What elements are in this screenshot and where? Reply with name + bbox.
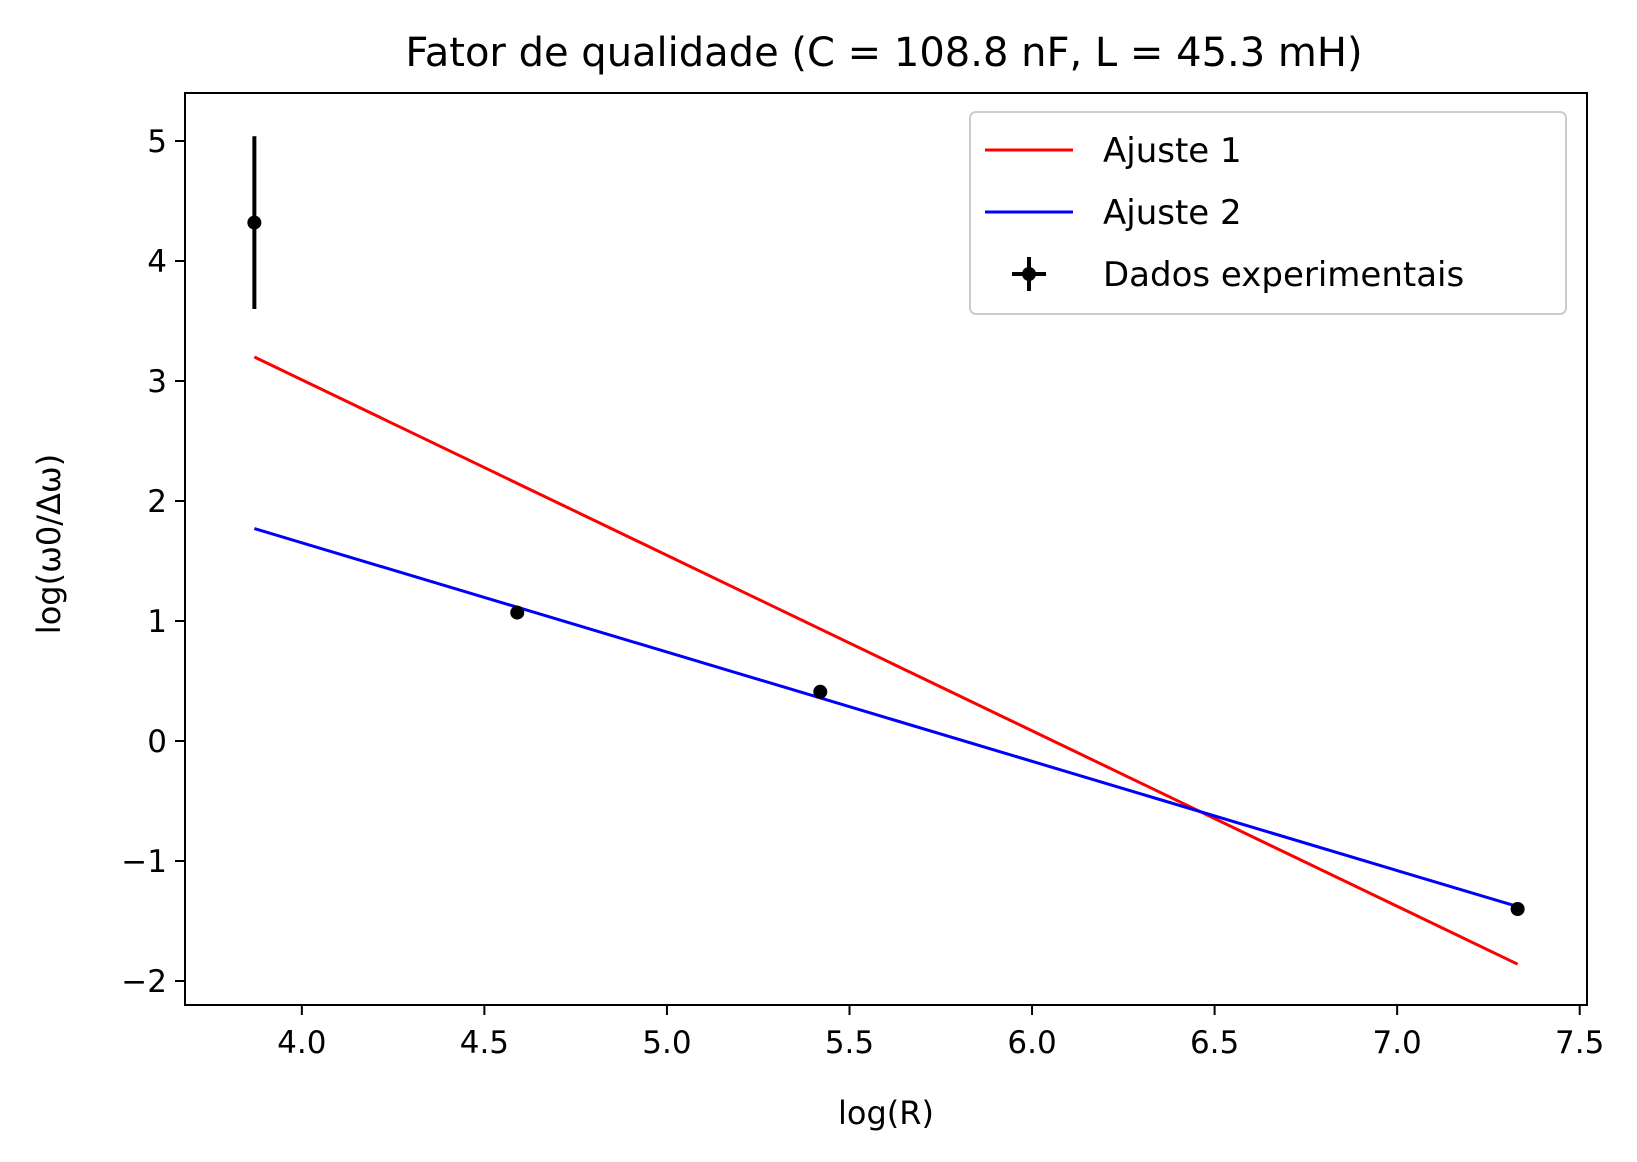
chart-title: Fator de qualidade (C = 108.8 nF, L = 45… [405,30,1362,76]
data-point [510,605,525,620]
series-line-2 [253,527,1519,909]
y-tick-label: −1 [121,844,167,880]
legend-swatch-3 [1012,257,1046,291]
legend-label-2: Ajuste 2 [1103,193,1242,233]
data-point [247,215,262,230]
x-axis-label: log(R) [838,1094,934,1132]
data-point [1510,902,1525,916]
data-point [813,684,828,699]
x-axis: 4.0 4.5 5.0 5.5 6.0 6.5 7.0 7.5 [277,1005,1604,1061]
y-axis-label: log(ω0/Δω) [30,454,68,634]
x-tick-label: 6.0 [1007,1025,1056,1061]
y-tick-label: 4 [147,244,167,280]
y-tick-label: 0 [147,724,167,760]
x-tick-label: 6.5 [1190,1025,1239,1061]
legend: Ajuste 1 Ajuste 2 Dados experimentais [969,111,1567,315]
y-axis: −2 −1 0 1 2 3 4 5 [121,124,185,1000]
x-tick-label: 7.0 [1372,1025,1421,1061]
plot-series [247,136,1525,966]
legend-label-1: Ajuste 1 [1103,131,1242,171]
legend-box [969,111,1567,315]
y-tick-label: 1 [147,604,167,640]
x-tick-label: 5.5 [825,1025,874,1061]
x-tick-label: 4.0 [277,1025,326,1061]
legend-label-3: Dados experimentais [1103,255,1464,295]
y-tick-label: 3 [147,364,167,400]
x-tick-label: 4.5 [460,1025,509,1061]
series-line-1 [253,355,1519,966]
y-tick-label: −2 [121,964,167,1000]
y-tick-label: 5 [147,124,167,160]
plot-frame [184,92,1588,1006]
x-tick-label: 5.0 [642,1025,691,1061]
y-tick-label: 2 [147,484,167,520]
x-tick-label: 7.5 [1555,1025,1604,1061]
